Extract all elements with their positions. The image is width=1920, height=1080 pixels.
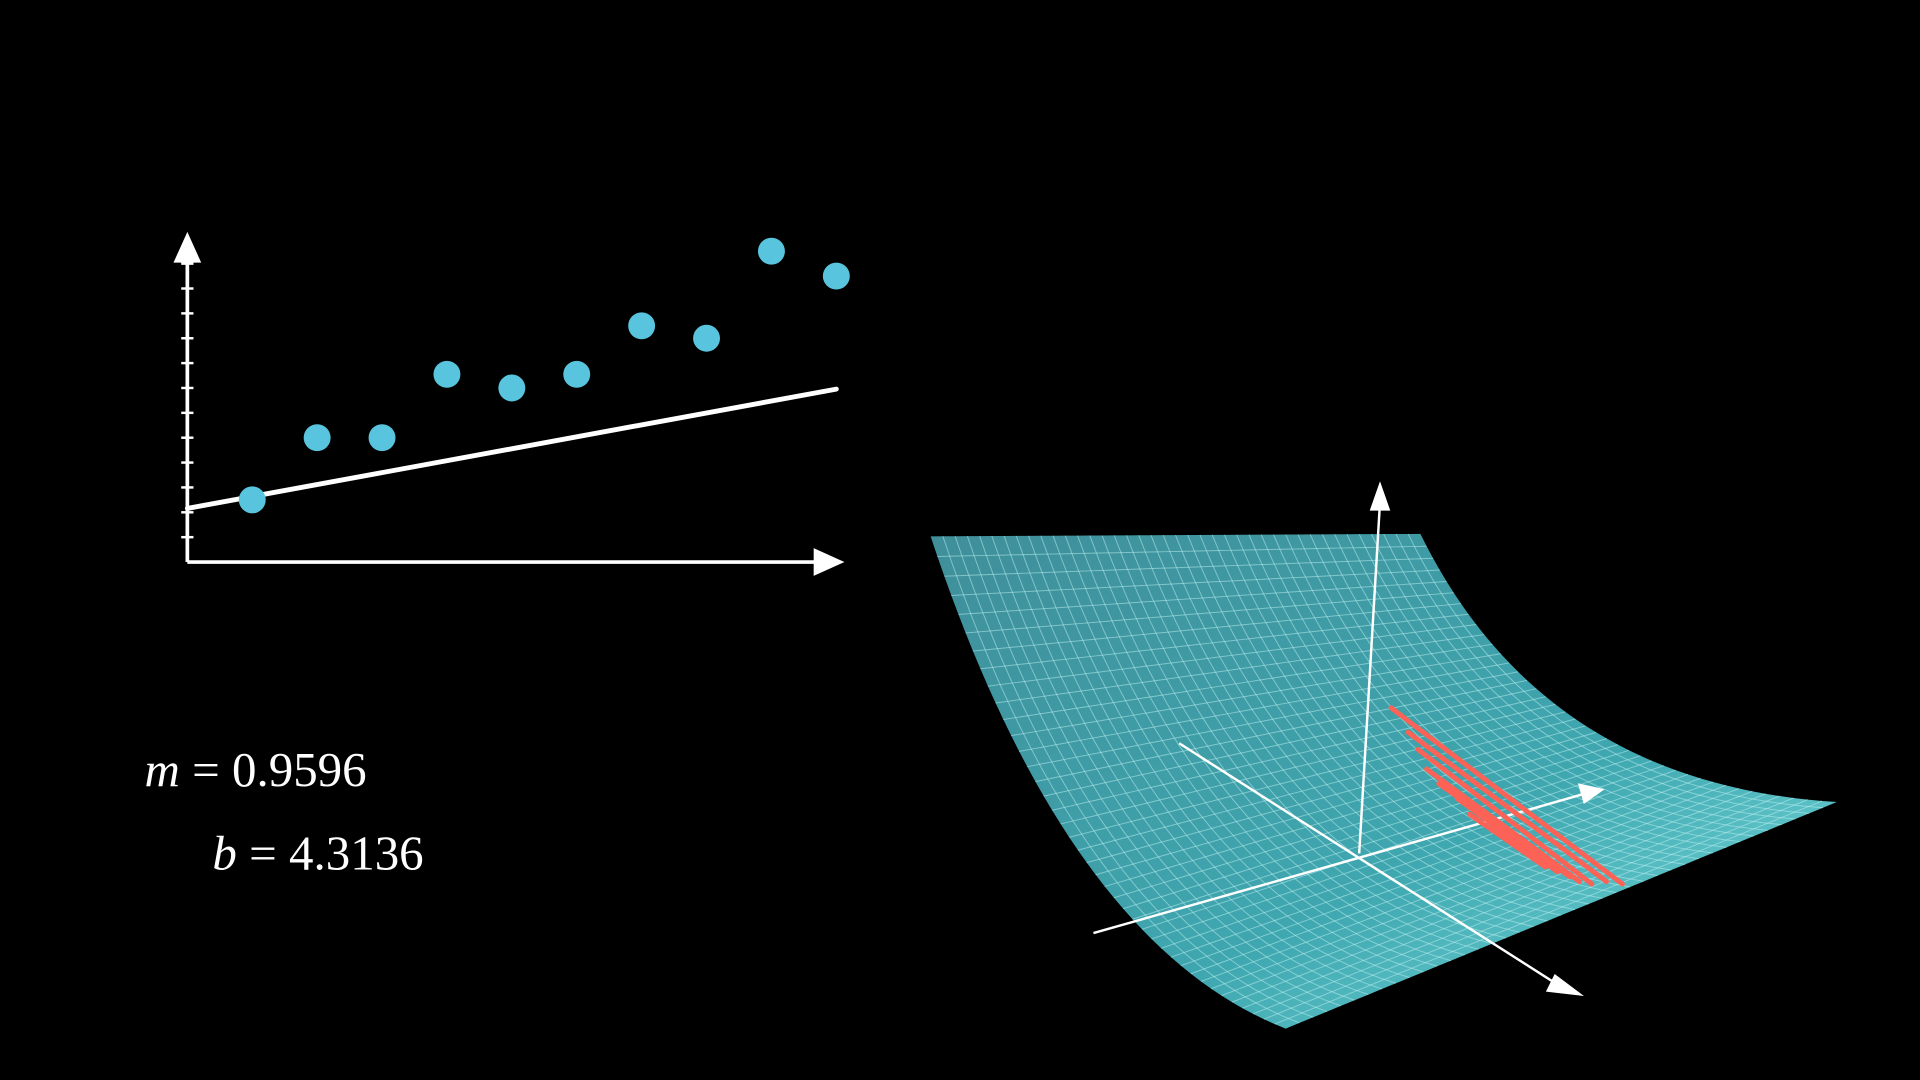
scatter-plot [181, 237, 850, 539]
relation: = [249, 825, 277, 880]
data-point [368, 424, 396, 452]
data-point [433, 360, 461, 388]
intercept-equation: b = 4.3136 [212, 825, 423, 880]
surface-grid [1383, 533, 1796, 820]
surface-grid [1395, 533, 1810, 814]
fit-line [184, 386, 839, 511]
surface-grid [1242, 795, 1780, 1009]
surface-grid [1180, 777, 1701, 967]
surface-grid [1200, 784, 1727, 982]
surface-grid [1274, 800, 1823, 1025]
surface-grid [1132, 755, 1641, 920]
surface-grid [1161, 769, 1676, 949]
plot-axes [173, 231, 845, 576]
surface-grid [1224, 534, 1617, 894]
axis-z [1357, 501, 1382, 854]
data-point [693, 324, 720, 352]
data-point [238, 486, 266, 514]
data-point [822, 262, 850, 290]
axis-arrow [1369, 481, 1391, 511]
symbol: m [144, 742, 179, 797]
descent-path [1388, 705, 1625, 887]
surface-grid [1141, 760, 1653, 930]
value: 4.3136 [289, 825, 424, 880]
surface-grid [1322, 534, 1727, 848]
data-point [563, 360, 591, 388]
axis-arrow [1545, 974, 1584, 997]
surface-grid [1231, 793, 1767, 1003]
surface-grid [1095, 731, 1597, 876]
surface-grid [1113, 744, 1619, 899]
surface-grid [1346, 534, 1755, 837]
axis-arrow [813, 548, 845, 576]
surface-grid [1334, 534, 1741, 843]
surface-grid [1170, 773, 1689, 958]
surface-grid [1199, 534, 1589, 905]
data-point [498, 374, 526, 402]
data-point [628, 312, 656, 340]
surface-grid [1086, 725, 1586, 864]
surface-grid [1211, 788, 1740, 990]
surface-grid [1407, 533, 1823, 809]
path-line [1454, 795, 1560, 875]
data-point [303, 424, 331, 452]
surface-grid [1358, 533, 1768, 831]
surface-grid [1190, 781, 1714, 975]
axis-x [1178, 742, 1562, 988]
surface-grid [1273, 534, 1672, 871]
path-line [1388, 705, 1625, 887]
surface-grid [1104, 738, 1608, 887]
surface-grid [1370, 533, 1782, 826]
surface-grid [1187, 534, 1576, 911]
surface-grid [1309, 534, 1713, 854]
symbol: b [212, 825, 236, 880]
relation: = [192, 742, 220, 797]
surface-grid [1263, 799, 1808, 1020]
slope-equation: m = 0.9596 [144, 742, 366, 797]
data-point [757, 237, 785, 265]
value: 0.9596 [232, 742, 367, 797]
surface-grid [1122, 749, 1630, 910]
axis-arrow [173, 231, 202, 263]
surface-grid [1211, 534, 1603, 899]
path-line [1415, 746, 1595, 887]
path-line [1466, 811, 1548, 870]
cost-surface [930, 533, 1837, 1029]
path-line [1405, 729, 1609, 885]
axis-arrow [1577, 783, 1605, 805]
surface-grid [1221, 790, 1753, 997]
surface-grid [1252, 797, 1794, 1015]
